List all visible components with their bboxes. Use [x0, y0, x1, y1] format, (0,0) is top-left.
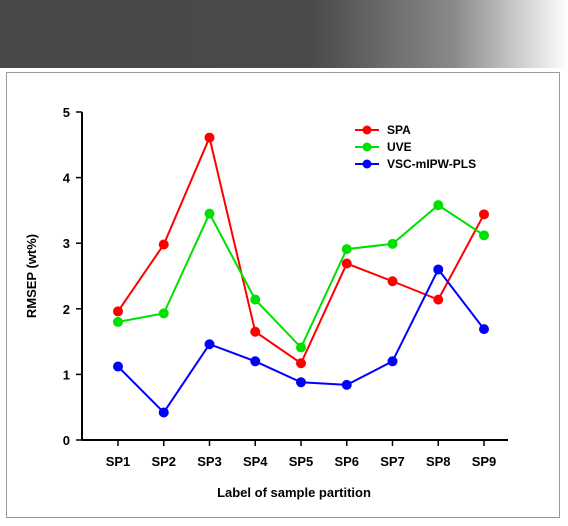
x-tick-label: SP6 [334, 454, 359, 469]
data-point [479, 209, 489, 220]
axes: 0 1 2 3 4 5 SP1 SP2 SP3 SP4 SP5 SP6 SP7 SP8 SP9 [63, 105, 508, 469]
series-spa [113, 132, 489, 369]
x-tick-label: SP9 [472, 454, 497, 469]
data-point [204, 339, 215, 350]
legend-swatch-marker [362, 125, 372, 135]
legend-label: SPA [387, 123, 411, 137]
x-tick-label: SP7 [380, 454, 405, 469]
data-point [387, 238, 398, 249]
x-tick-label: SP5 [289, 454, 314, 469]
series-vsc-mipw-pls [113, 264, 489, 418]
x-tick-label: SP4 [243, 454, 268, 469]
series-uve [113, 200, 489, 353]
data-point [387, 276, 398, 287]
legend: SPA UVE VSC-mIPW-PLS [355, 123, 476, 171]
data-point [158, 407, 169, 418]
data-point [158, 239, 169, 250]
data-point [433, 200, 444, 211]
legend-label: VSC-mIPW-PLS [387, 157, 476, 171]
y-tick-label: 4 [63, 171, 71, 186]
data-point [341, 379, 352, 390]
data-point [433, 264, 444, 275]
data-point [479, 230, 489, 241]
data-point [341, 244, 352, 255]
x-tick-label: SP1 [106, 454, 131, 469]
data-point [113, 316, 123, 327]
series-line [117, 267, 485, 415]
data-point [479, 324, 489, 335]
data-point [387, 356, 398, 367]
legend-swatch-marker [362, 159, 372, 169]
data-point [158, 308, 169, 319]
legend-item: VSC-mIPW-PLS [355, 157, 476, 171]
data-point [250, 326, 261, 337]
y-axis-title: RMSEP (wt%) [24, 234, 39, 318]
legend-label: UVE [387, 140, 412, 154]
legend-item: UVE [355, 140, 412, 154]
y-tick-label: 2 [63, 302, 70, 317]
x-tick-label: SP2 [151, 454, 176, 469]
data-point [296, 342, 306, 353]
data-point [113, 361, 123, 372]
data-point [296, 358, 306, 369]
y-tick-label: 5 [63, 105, 70, 120]
data-point [113, 306, 123, 317]
data-point [296, 377, 306, 388]
legend-swatch-marker [362, 142, 372, 152]
x-tick-label: SP8 [426, 454, 451, 469]
x-axis-title: Label of sample partition [217, 485, 371, 500]
data-point [250, 356, 261, 367]
data-point [204, 132, 215, 143]
series-line [117, 134, 485, 365]
data-point [433, 294, 444, 305]
series-layer [113, 132, 489, 418]
series-line [117, 203, 485, 350]
y-tick-label: 1 [63, 367, 70, 382]
y-tick-label: 3 [63, 236, 70, 251]
figure-frame [6, 72, 560, 518]
x-tick-label: SP3 [197, 454, 222, 469]
data-point [204, 208, 215, 219]
data-point [341, 258, 352, 269]
y-tick-label: 0 [63, 433, 70, 448]
data-point [250, 294, 261, 305]
legend-item: SPA [355, 123, 411, 137]
header-banner [0, 0, 568, 68]
